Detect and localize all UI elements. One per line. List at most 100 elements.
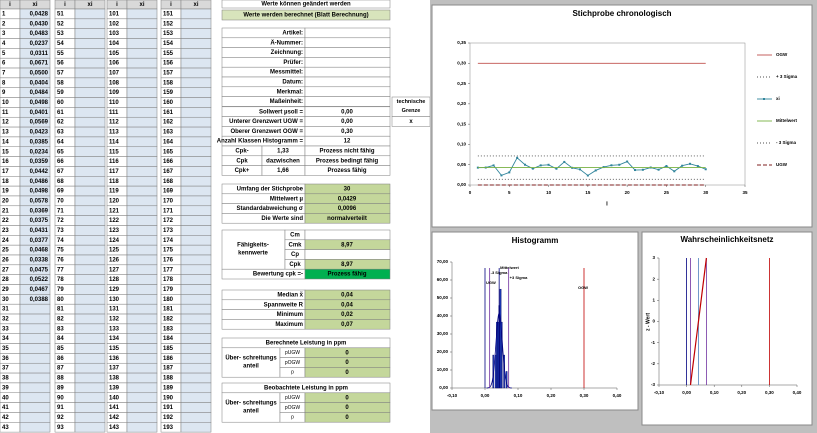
row-index: 77: [57, 267, 64, 273]
value-cell: [180, 323, 212, 334]
note: technische: [397, 99, 426, 105]
row-index: 55: [57, 51, 64, 57]
value-cell: [180, 343, 212, 354]
value-cell: [180, 57, 212, 69]
row-index: 151: [163, 11, 174, 17]
row-index: 7: [2, 71, 6, 77]
sample-value: 0,0385: [30, 139, 49, 145]
row-index: 159: [163, 90, 174, 96]
value-cell: [180, 205, 212, 216]
row-index: 165: [163, 149, 174, 155]
row-index: 191: [163, 405, 174, 411]
row-index: 21: [2, 208, 9, 214]
row-index: 162: [163, 120, 174, 126]
row-index: 173: [163, 228, 174, 234]
value-cell: [74, 422, 106, 433]
row-index: 179: [163, 287, 174, 293]
sample-value: 0,0671: [30, 61, 49, 67]
stat-label: Mittelwert µ: [270, 196, 304, 202]
bar: [500, 321, 503, 389]
row-index: 66: [57, 159, 64, 165]
value-cell: [180, 225, 212, 236]
cell: [304, 412, 391, 423]
perf-label: pUGW: [285, 350, 300, 356]
value-cell: [126, 372, 158, 384]
input-cell: [304, 66, 391, 78]
row-index: 190: [163, 395, 174, 401]
value-cell: [74, 294, 106, 305]
value-cell: [126, 77, 158, 88]
value-cell: [74, 8, 106, 20]
y-tick-label: 0,20: [457, 101, 466, 106]
value-cell: [126, 136, 158, 148]
value-cell: [126, 18, 158, 29]
line-label: +3 Sigma: [510, 275, 528, 280]
y-tick-label: -2: [651, 361, 655, 366]
sample-value: 0,0338: [30, 257, 49, 263]
data-point: [626, 160, 629, 163]
value-cell: [74, 343, 106, 354]
y-tick-label: 70,00: [437, 259, 449, 264]
row-index: 157: [163, 71, 174, 77]
legend-label: xi: [776, 96, 780, 101]
row-index: 4: [2, 41, 6, 47]
x-tick-label: 0: [469, 190, 472, 195]
row-index: 168: [163, 179, 174, 185]
column-header: xi: [139, 2, 144, 8]
hint: Werte werden berechnet (Blatt Berechnung…: [243, 13, 368, 19]
row-index: 2: [2, 21, 6, 27]
row-index: 34: [2, 336, 9, 342]
value-cell: [180, 353, 212, 364]
row-index: 39: [2, 385, 9, 391]
y-tick-label: 0,25: [457, 81, 466, 86]
value-cell: [74, 107, 106, 118]
value-cell: [180, 333, 212, 344]
input-cell: [304, 37, 391, 48]
row-index: 87: [57, 366, 64, 372]
value-cell: [180, 294, 212, 305]
field-label: Artikel:: [282, 30, 303, 36]
y-tick-label: 0,30: [457, 60, 466, 65]
row-index: 18: [2, 179, 9, 185]
value-cell: [180, 38, 212, 49]
cell: [304, 268, 391, 280]
value-cell: [180, 67, 212, 79]
value-cell: [74, 264, 106, 275]
data-point: [500, 174, 503, 177]
value-cell: [180, 136, 212, 148]
value-cell: [126, 294, 158, 305]
row-index: 33: [2, 326, 9, 332]
value-cell: [180, 185, 212, 197]
cpk-label: Cpk+: [235, 168, 250, 174]
row-index: 104: [109, 41, 120, 47]
field-label: Prüfer:: [283, 60, 303, 66]
row-index: 188: [163, 376, 174, 382]
cpk-value: 1,66: [277, 168, 289, 174]
input-cell: [304, 96, 391, 107]
sample-value: 0,0500: [30, 71, 49, 77]
value-cell: [180, 392, 212, 403]
data-point: [618, 163, 621, 166]
row-index: 1: [2, 11, 6, 17]
data-point: [579, 168, 581, 171]
row-index: 19: [2, 189, 9, 195]
sample-value: 0,0431: [30, 228, 49, 234]
row-index: 120: [109, 198, 120, 204]
hint: Werte können geändert werden: [261, 2, 351, 8]
row-index: 36: [2, 356, 9, 362]
value-cell: [19, 353, 51, 364]
x-tick-label: 25: [664, 190, 670, 195]
value-cell: [74, 156, 106, 167]
legend-label: OGW: [776, 52, 788, 57]
value-cell: [74, 313, 106, 325]
perf-value: 0: [345, 350, 349, 356]
row-index: 61: [57, 110, 64, 116]
row-index: 43: [2, 425, 9, 431]
value-cell: [180, 107, 212, 118]
sample-value: 0,0401: [30, 110, 49, 116]
value-cell: [19, 362, 51, 374]
row-index: 62: [57, 120, 64, 126]
value-cell: [126, 422, 158, 433]
row-index: 118: [109, 179, 119, 185]
perf-label: p: [291, 370, 294, 376]
